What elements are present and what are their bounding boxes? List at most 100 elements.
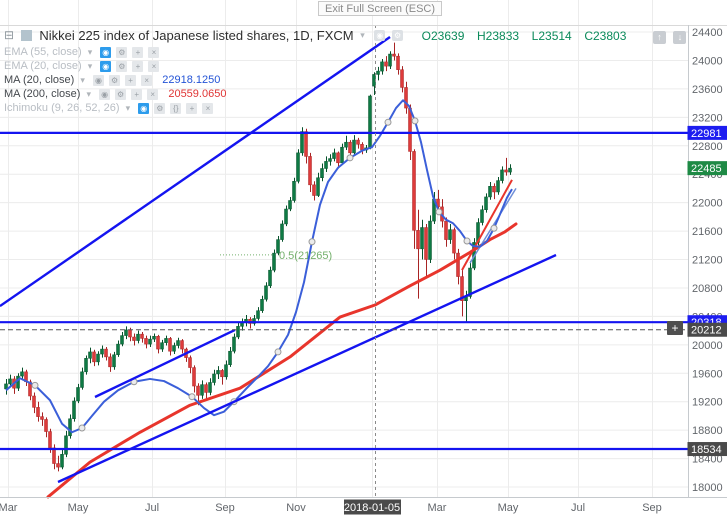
trendline[interactable] — [0, 35, 391, 308]
settings-gear-icon[interactable]: ⚙ — [154, 102, 166, 114]
visibility-eye-icon[interactable]: ◉ — [99, 88, 111, 100]
remove-indicator-icon[interactable]: × — [148, 60, 160, 72]
move-pane-down-button[interactable]: ↓ — [673, 31, 687, 44]
add-indicator-icon[interactable]: + — [186, 102, 198, 114]
trendline[interactable] — [57, 253, 557, 484]
candle-body — [308, 156, 312, 186]
ma200-line[interactable] — [46, 222, 518, 499]
symbol-settings-gear-icon[interactable]: ⚙ — [392, 30, 404, 42]
remove-indicator-icon[interactable]: × — [147, 88, 159, 100]
crosshair-date-label — [344, 499, 401, 515]
candle-body — [484, 196, 488, 210]
add-indicator-icon[interactable]: + — [132, 46, 144, 58]
chevron-down-icon[interactable]: ▾ — [87, 47, 93, 58]
chevron-down-icon[interactable]: ▾ — [125, 103, 131, 114]
chevron-down-icon[interactable]: ▾ — [360, 30, 365, 41]
candle-body — [60, 454, 64, 468]
settings-gear-icon[interactable]: ⚙ — [109, 74, 121, 86]
time-scale[interactable]: Mar May Jul Sep Nov 2018-01-05 Mar May Jul Sep — [0, 499, 662, 515]
ema-fast-path[interactable] — [461, 179, 513, 271]
candle-body — [328, 158, 332, 162]
chevron-down-icon[interactable]: ▾ — [86, 89, 92, 100]
candle-body — [264, 285, 268, 300]
candle-body — [344, 141, 348, 148]
visibility-eye-icon[interactable]: ◉ — [100, 60, 112, 72]
price-tick-label: 20800 — [692, 283, 723, 295]
remove-indicator-icon[interactable]: × — [148, 46, 160, 58]
level-price-label — [687, 125, 727, 140]
candle-body — [112, 354, 116, 368]
collapse-pane-icon[interactable]: ⊟ — [4, 28, 15, 43]
candle-body — [144, 338, 148, 345]
candle-body — [448, 229, 452, 240]
ma20-line[interactable] — [5, 99, 513, 434]
candle-body — [392, 53, 396, 57]
ma200-path[interactable] — [46, 222, 518, 499]
hide-symbol-eye-icon[interactable]: ◉ — [374, 30, 386, 42]
remove-indicator-icon[interactable]: × — [202, 102, 214, 114]
settings-gear-icon[interactable]: ⚙ — [116, 60, 128, 72]
candle-body — [128, 329, 132, 338]
candle-body — [84, 358, 88, 373]
symbol-title[interactable]: Nikkei 225 index of Japanese listed shar… — [39, 28, 354, 44]
fib-retracement-level[interactable]: 0.5(21265) — [220, 250, 332, 262]
candle-body — [256, 310, 260, 319]
time-tick-label: Nov — [286, 502, 306, 514]
indicator-row-ma20[interactable]: MA (20, close) ▾ ◉ ⚙ + × 22918.1250 — [4, 73, 626, 87]
time-tick-label: May — [68, 502, 89, 514]
candle-body — [332, 152, 336, 159]
candle-body — [232, 336, 236, 352]
visibility-eye-icon[interactable]: ◉ — [92, 74, 104, 86]
remove-indicator-icon[interactable]: × — [141, 74, 153, 86]
visibility-eye-icon[interactable]: ◉ — [100, 46, 112, 58]
ma20-path[interactable] — [5, 99, 513, 434]
settings-gear-icon[interactable]: ⚙ — [115, 88, 127, 100]
candlestick-series[interactable] — [4, 42, 512, 472]
time-tick-label: Mar — [428, 502, 447, 514]
candle-body — [240, 322, 244, 327]
indicator-label: Ichimoku (9, 26, 52, 26) — [4, 102, 120, 115]
candle-body — [480, 209, 484, 223]
price-tick-label: 23200 — [692, 112, 723, 124]
candle-body — [468, 267, 472, 297]
visibility-eye-icon[interactable]: ◉ — [138, 102, 150, 114]
price-tick-label: 22000 — [692, 198, 723, 210]
ma200-value: 20559.0650 — [168, 88, 227, 101]
indicator-label: EMA (20, close) — [4, 60, 82, 73]
add-indicator-icon[interactable]: + — [131, 88, 143, 100]
candle-body — [132, 336, 136, 341]
drawing-tools[interactable] — [0, 35, 688, 484]
time-tick-label: Mar — [0, 502, 18, 514]
chevron-down-icon[interactable]: ▾ — [87, 61, 93, 72]
candle-body — [156, 336, 160, 350]
price-scale[interactable]: 2440024000236002320022800224002200021600… — [692, 27, 723, 494]
settings-gear-icon[interactable]: ⚙ — [116, 46, 128, 58]
candle-body — [272, 252, 276, 271]
time-tick-label: Sep — [642, 502, 662, 514]
candle-body — [268, 269, 272, 287]
crosshair-date-text: 2018-01-05 — [344, 502, 400, 514]
source-braces-icon[interactable]: {} — [170, 102, 182, 114]
candle-body — [100, 348, 104, 355]
indicator-row-ma200[interactable]: MA (200, close) ▾ ◉ ⚙ + × 20559.0650 — [4, 87, 626, 101]
price-tick-label: 18800 — [692, 425, 723, 437]
move-pane-up-button[interactable]: ↑ — [653, 31, 666, 44]
trendline[interactable] — [94, 328, 236, 399]
add-indicator-icon[interactable]: + — [132, 60, 144, 72]
price-tick-label: 24000 — [692, 55, 723, 67]
candle-body — [148, 338, 152, 345]
indicator-row-ema20[interactable]: EMA (20, close) ▾ ◉ ⚙ + × — [4, 59, 626, 73]
candle-body — [388, 53, 392, 67]
crosshair-price-label — [687, 442, 727, 457]
add-order-plus-button[interactable]: + — [667, 321, 683, 335]
candle-body — [312, 184, 316, 196]
candle-body — [228, 350, 232, 365]
indicator-row-ema55[interactable]: EMA (55, close) ▾ ◉ ⚙ + × — [4, 45, 626, 59]
candle-body — [68, 418, 72, 437]
crosshair — [0, 25, 688, 497]
add-indicator-icon[interactable]: + — [125, 74, 137, 86]
ma20-marker — [463, 237, 471, 245]
indicator-row-ichimoku[interactable]: Ichimoku (9, 26, 52, 26) ▾ ◉ ⚙ {} + × — [4, 101, 626, 115]
chevron-down-icon[interactable]: ▾ — [80, 75, 85, 86]
